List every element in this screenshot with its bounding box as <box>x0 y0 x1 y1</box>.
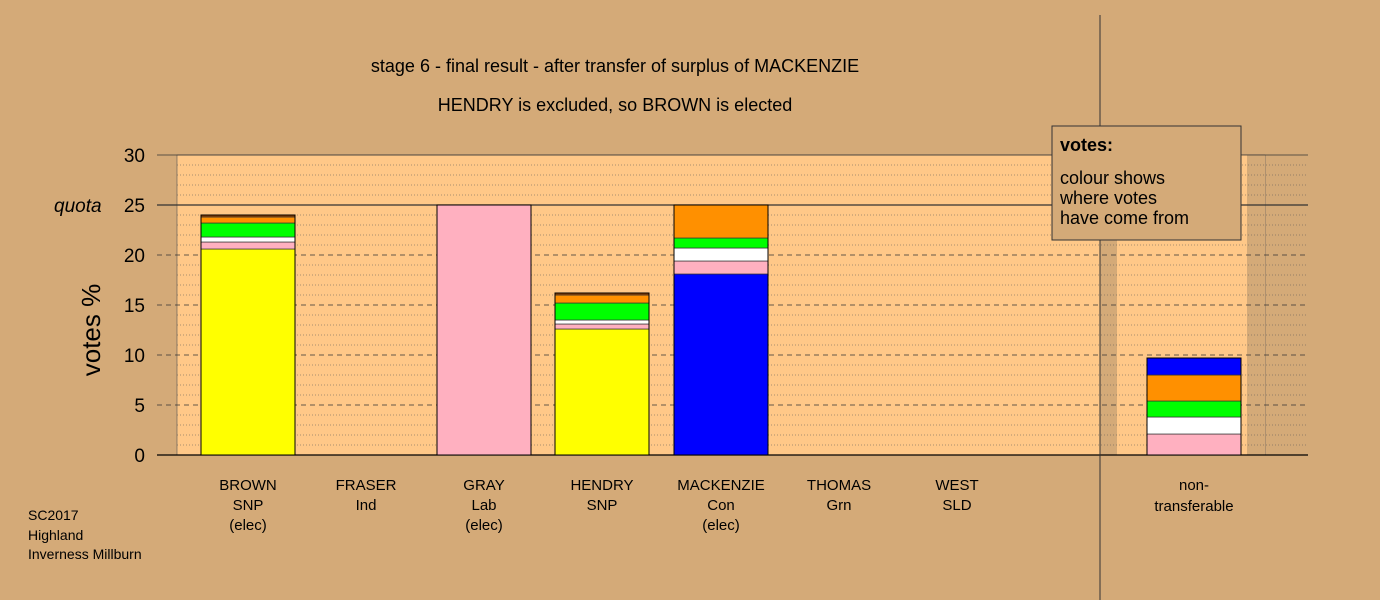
y-tick-label: 30 <box>124 146 145 167</box>
footer-line-1: SC2017 <box>28 507 79 523</box>
y-axis: 0 5 10 15 20 25 30 quota <box>54 146 145 467</box>
bar-hendry-segment-lab <box>554 323 650 330</box>
candidate-status: (elec) <box>702 517 740 534</box>
nontransferable-label-1: non- <box>1179 477 1209 494</box>
bar-brown-segment-sld <box>200 216 296 224</box>
candidate-name: MACKENZIE <box>677 477 765 494</box>
bar-mackenzie-segment-ind <box>673 247 769 262</box>
bar-gray-outline <box>436 204 532 456</box>
bar-brown-segment-grn <box>200 222 296 238</box>
y-tick-label: 0 <box>134 446 145 467</box>
candidate-name: HENDRY <box>570 477 633 494</box>
candidate-party: Ind <box>356 497 377 514</box>
legend-title: votes: <box>1060 135 1113 155</box>
bars <box>200 204 1242 456</box>
y-tick-label: 20 <box>124 246 145 267</box>
bar-nontransferable-outline <box>1146 357 1242 456</box>
candidate-name: FRASER <box>336 477 397 494</box>
footer-line-2: Highland <box>28 527 83 543</box>
chart-title: stage 6 - final result - after transfer … <box>371 56 859 76</box>
bar-nontransferable-segment-grn <box>1146 400 1242 418</box>
bar-hendry-segment-grn <box>554 302 650 321</box>
nontransferable-label-2: transferable <box>1154 498 1233 515</box>
bar-gray-segment-lab <box>436 204 532 456</box>
bar-nontransferable-segment-lab <box>1146 433 1242 456</box>
y-axis-label: votes % <box>76 284 106 377</box>
candidate-party: SLD <box>942 497 971 514</box>
bar-hendry-segment-ind <box>554 319 650 325</box>
bar-brown-segment-lab <box>200 241 296 250</box>
candidate-party: Con <box>707 497 735 514</box>
bar-mackenzie-segment-sld <box>673 204 769 239</box>
candidate-name: WEST <box>935 477 978 494</box>
quota-label: quota <box>54 196 102 217</box>
candidate-party: SNP <box>233 497 264 514</box>
bar-brown-segment-ind <box>200 236 296 243</box>
bar-mackenzie-segment-con <box>673 273 769 456</box>
candidate-name: BROWN <box>219 477 277 494</box>
bar-mackenzie-segment-grn <box>673 237 769 249</box>
bar-brown-outline <box>200 214 296 456</box>
bar-mackenzie-outline <box>673 204 769 456</box>
candidate-status: (elec) <box>229 517 267 534</box>
candidate-name: GRAY <box>463 477 504 494</box>
legend-line-3: have come from <box>1060 208 1189 228</box>
y-tick-label: 10 <box>124 346 145 367</box>
candidate-name: THOMAS <box>807 477 871 494</box>
bar-hendry-segment-snp <box>554 328 650 456</box>
candidate-status: (elec) <box>465 517 503 534</box>
y-tick-label: 5 <box>134 396 145 417</box>
bar-mackenzie-segment-lab <box>673 260 769 275</box>
candidate-party: Lab <box>471 497 496 514</box>
bar-nontransferable-segment-con <box>1146 357 1242 376</box>
x-axis-labels: BROWN SNP (elec) FRASER Ind GRAY Lab (elec) HEND… <box>219 477 1233 534</box>
legend-line-1: colour shows <box>1060 168 1165 188</box>
candidate-party: SNP <box>587 497 618 514</box>
y-tick-label: 25 <box>124 196 145 217</box>
candidate-party: Grn <box>826 497 851 514</box>
bar-nontransferable-segment-ind <box>1146 416 1242 435</box>
bar-hendry-segment-sld <box>554 294 650 304</box>
y-tick-label: 15 <box>124 296 145 317</box>
legend: votes: colour shows where votes have com… <box>1051 125 1242 241</box>
legend-line-2: where votes <box>1059 188 1157 208</box>
bar-nontransferable-segment-sld <box>1146 374 1242 402</box>
chart-subtitle: HENDRY is excluded, so BROWN is elected <box>438 95 792 115</box>
bar-brown-segment-snp <box>200 248 296 456</box>
footer-line-3: Inverness Millburn <box>28 546 142 562</box>
bar-hendry-outline <box>554 292 650 456</box>
